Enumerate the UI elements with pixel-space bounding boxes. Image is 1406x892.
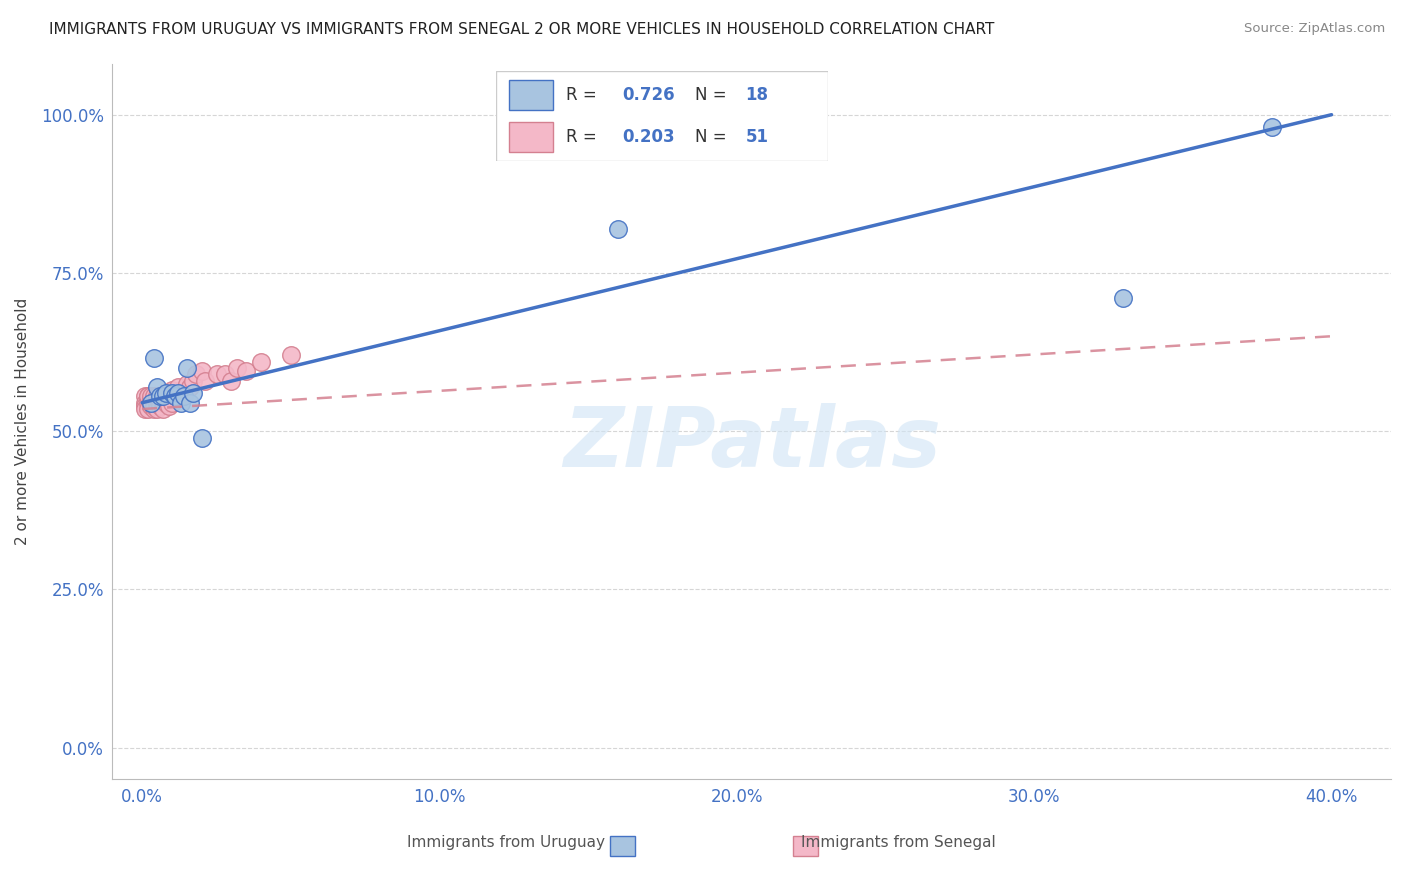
Point <box>160 383 183 397</box>
Point <box>163 389 186 403</box>
Point <box>146 395 169 409</box>
Point <box>136 402 159 417</box>
Point <box>139 395 162 409</box>
Point <box>149 389 172 403</box>
Point <box>176 376 198 391</box>
Point <box>179 380 201 394</box>
Point <box>143 389 166 403</box>
Point <box>181 386 204 401</box>
Point <box>139 395 162 409</box>
Point <box>152 395 174 409</box>
Point <box>134 402 156 417</box>
Y-axis label: 2 or more Vehicles in Household: 2 or more Vehicles in Household <box>15 298 30 545</box>
Text: Immigrants from Uruguay: Immigrants from Uruguay <box>406 836 605 850</box>
Point <box>170 389 193 403</box>
Point <box>136 395 159 409</box>
Point <box>136 389 159 403</box>
Point <box>160 389 183 403</box>
Point <box>221 374 243 388</box>
Point <box>143 395 166 409</box>
Text: ZIPatlas: ZIPatlas <box>562 402 941 483</box>
Point <box>163 389 186 403</box>
Point <box>139 399 162 413</box>
Point <box>146 402 169 417</box>
Text: Immigrants from Senegal: Immigrants from Senegal <box>801 836 997 850</box>
Point <box>134 389 156 403</box>
Point <box>280 348 302 362</box>
Point <box>181 374 204 388</box>
Point <box>160 386 183 401</box>
Point <box>176 360 198 375</box>
Point <box>1112 291 1135 305</box>
Point <box>149 392 172 407</box>
Point <box>152 389 174 403</box>
Point <box>184 368 207 382</box>
Point <box>190 364 212 378</box>
Point <box>136 389 159 403</box>
Point <box>166 380 188 394</box>
Point <box>139 389 162 403</box>
Point <box>190 430 212 444</box>
Point <box>250 354 273 368</box>
Point <box>166 386 188 401</box>
Point <box>143 351 166 366</box>
Point <box>152 402 174 417</box>
Point <box>194 374 217 388</box>
Point <box>214 368 236 382</box>
Point <box>134 399 156 413</box>
Point <box>146 380 169 394</box>
Point <box>139 392 162 407</box>
Point <box>179 395 201 409</box>
Point <box>152 389 174 403</box>
Point <box>160 395 183 409</box>
Point <box>143 402 166 417</box>
Point <box>1261 120 1284 135</box>
Point <box>155 389 177 403</box>
Point <box>205 368 228 382</box>
Point <box>149 395 172 409</box>
Point <box>157 386 180 401</box>
Point <box>173 389 195 403</box>
Point <box>143 399 166 413</box>
Point <box>606 221 628 235</box>
Text: Source: ZipAtlas.com: Source: ZipAtlas.com <box>1244 22 1385 36</box>
Point <box>155 386 177 401</box>
Point <box>155 395 177 409</box>
Bar <box>610 836 636 855</box>
Bar <box>793 836 818 855</box>
Point <box>143 392 166 407</box>
Point <box>146 395 169 409</box>
Point <box>134 395 156 409</box>
Point <box>170 395 193 409</box>
Point <box>146 389 169 403</box>
Point <box>235 364 257 378</box>
Point <box>157 399 180 413</box>
Point <box>226 360 249 375</box>
Point <box>149 399 172 413</box>
Text: IMMIGRANTS FROM URUGUAY VS IMMIGRANTS FROM SENEGAL 2 OR MORE VEHICLES IN HOUSEHO: IMMIGRANTS FROM URUGUAY VS IMMIGRANTS FR… <box>49 22 994 37</box>
Point <box>173 386 195 401</box>
